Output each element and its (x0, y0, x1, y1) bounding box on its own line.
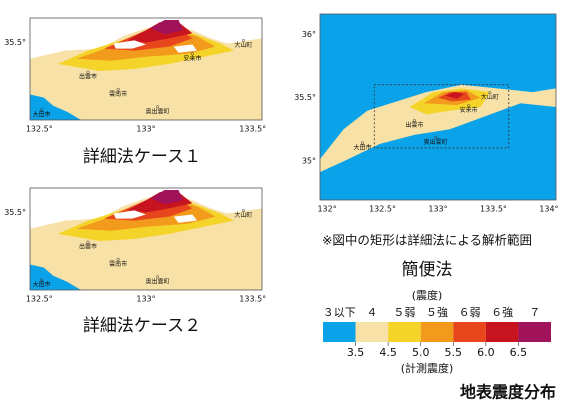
legend-tick-label: 3.5 (347, 346, 365, 359)
legend-swatch (485, 322, 519, 342)
place-dot (467, 104, 471, 108)
legend-category: ６強 (491, 306, 513, 319)
y-tick-label: 35.5° (294, 93, 316, 102)
place-dot (40, 278, 44, 282)
place-label: 雲南市 (109, 90, 127, 98)
x-tick-label: 133.5° (480, 205, 507, 214)
lake (173, 214, 197, 223)
place-label: 出雲市 (79, 73, 97, 81)
sea (30, 264, 81, 290)
legend-category: ７ (529, 306, 540, 319)
x-tick-label: 134° (539, 205, 558, 214)
lake (173, 44, 197, 53)
x-tick-label: 132.5° (26, 295, 53, 304)
place-label: 安来市 (460, 106, 478, 114)
legend-tick-label: 4.5 (379, 346, 397, 359)
lake (113, 40, 146, 49)
x-tick-label: 133° (136, 295, 155, 304)
place-label: 大田市 (33, 280, 51, 288)
place-label: 奥出雲町 (146, 107, 170, 115)
place-label: 雲南市 (109, 260, 127, 268)
legend-scale-label: (計測震度) (401, 361, 454, 375)
legend-swatch (355, 322, 389, 342)
legend-swatch (453, 322, 486, 342)
map-caption: 詳細法ケース２ (83, 316, 201, 336)
place-dot (40, 108, 44, 112)
place-label: 大田市 (33, 110, 51, 118)
place-dot (156, 275, 160, 279)
map-frame (29, 187, 263, 291)
legend-swatch (420, 322, 454, 342)
place-label: 大山町 (234, 41, 252, 49)
map-caption: 詳細法ケース１ (83, 147, 201, 167)
legend-tick-label: 6.0 (477, 346, 495, 359)
legend-category: ５弱 (393, 306, 415, 319)
x-tick-label: 132° (317, 205, 336, 214)
legend-tick-label: 5.5 (445, 346, 463, 359)
note: ※図中の矩形は詳細法による解析範囲 (322, 233, 532, 248)
place-label: 大山町 (481, 93, 499, 101)
place-label: 出雲市 (405, 121, 423, 129)
x-tick-label: 133° (136, 125, 155, 134)
legend-category: ４ (366, 306, 377, 319)
place-dot (156, 105, 160, 109)
lake (113, 210, 146, 219)
land (320, 84, 556, 173)
zone-6s (445, 92, 464, 99)
place-label: 奥出雲町 (146, 277, 170, 285)
legend-swatch (518, 322, 551, 342)
sea (30, 94, 81, 120)
place-dot (434, 135, 438, 139)
legend-category: ５強 (426, 306, 448, 319)
place-dot (190, 52, 194, 56)
map-frame (29, 17, 263, 121)
legend-swatch (323, 322, 356, 342)
place-dot (116, 87, 120, 92)
legend-category: ６弱 (459, 306, 481, 319)
x-tick-label: 133.5° (239, 295, 266, 304)
legend-swatch (388, 322, 421, 342)
legend-category: ３以下 (323, 306, 356, 319)
map-caption: 簡便法 (402, 260, 453, 280)
y-tick-label: 35.5° (4, 208, 26, 217)
place-dot (241, 38, 245, 43)
legend-tick-label: 6.5 (510, 346, 528, 359)
place-dot (241, 208, 245, 213)
place-dot (488, 91, 492, 95)
place-label: 安来市 (183, 54, 201, 62)
place-label: 大田市 (353, 143, 371, 151)
zone-7 (150, 20, 184, 35)
figure-title: 地表震度分布 (460, 383, 556, 402)
legend-tick-label: 5.0 (412, 346, 430, 359)
place-dot (360, 141, 365, 145)
analysis-area (373, 84, 510, 149)
y-tick-label: 35° (302, 156, 316, 165)
place-label: 大山町 (234, 211, 252, 219)
map-frame (319, 13, 557, 201)
y-tick-label: 35.5° (4, 38, 26, 47)
legend-unit: (震度) (412, 288, 443, 302)
place-label: 奥出雲町 (424, 138, 448, 146)
map: 36° 35.5° 35° 132° 132.5° 133° 133.5° 134° 大山町安来… (294, 13, 559, 214)
place-dot (412, 119, 416, 123)
x-tick-label: 133.5° (239, 125, 266, 134)
place-label: 出雲市 (79, 243, 97, 251)
zone-7 (150, 190, 184, 205)
y-tick-label: 36° (302, 30, 316, 39)
x-tick-label: 133° (428, 205, 447, 214)
place-dot (86, 240, 90, 244)
place-dot (116, 257, 120, 262)
place-dot (86, 70, 90, 74)
x-tick-label: 132.5° (369, 205, 396, 214)
x-tick-label: 132.5° (26, 125, 53, 134)
